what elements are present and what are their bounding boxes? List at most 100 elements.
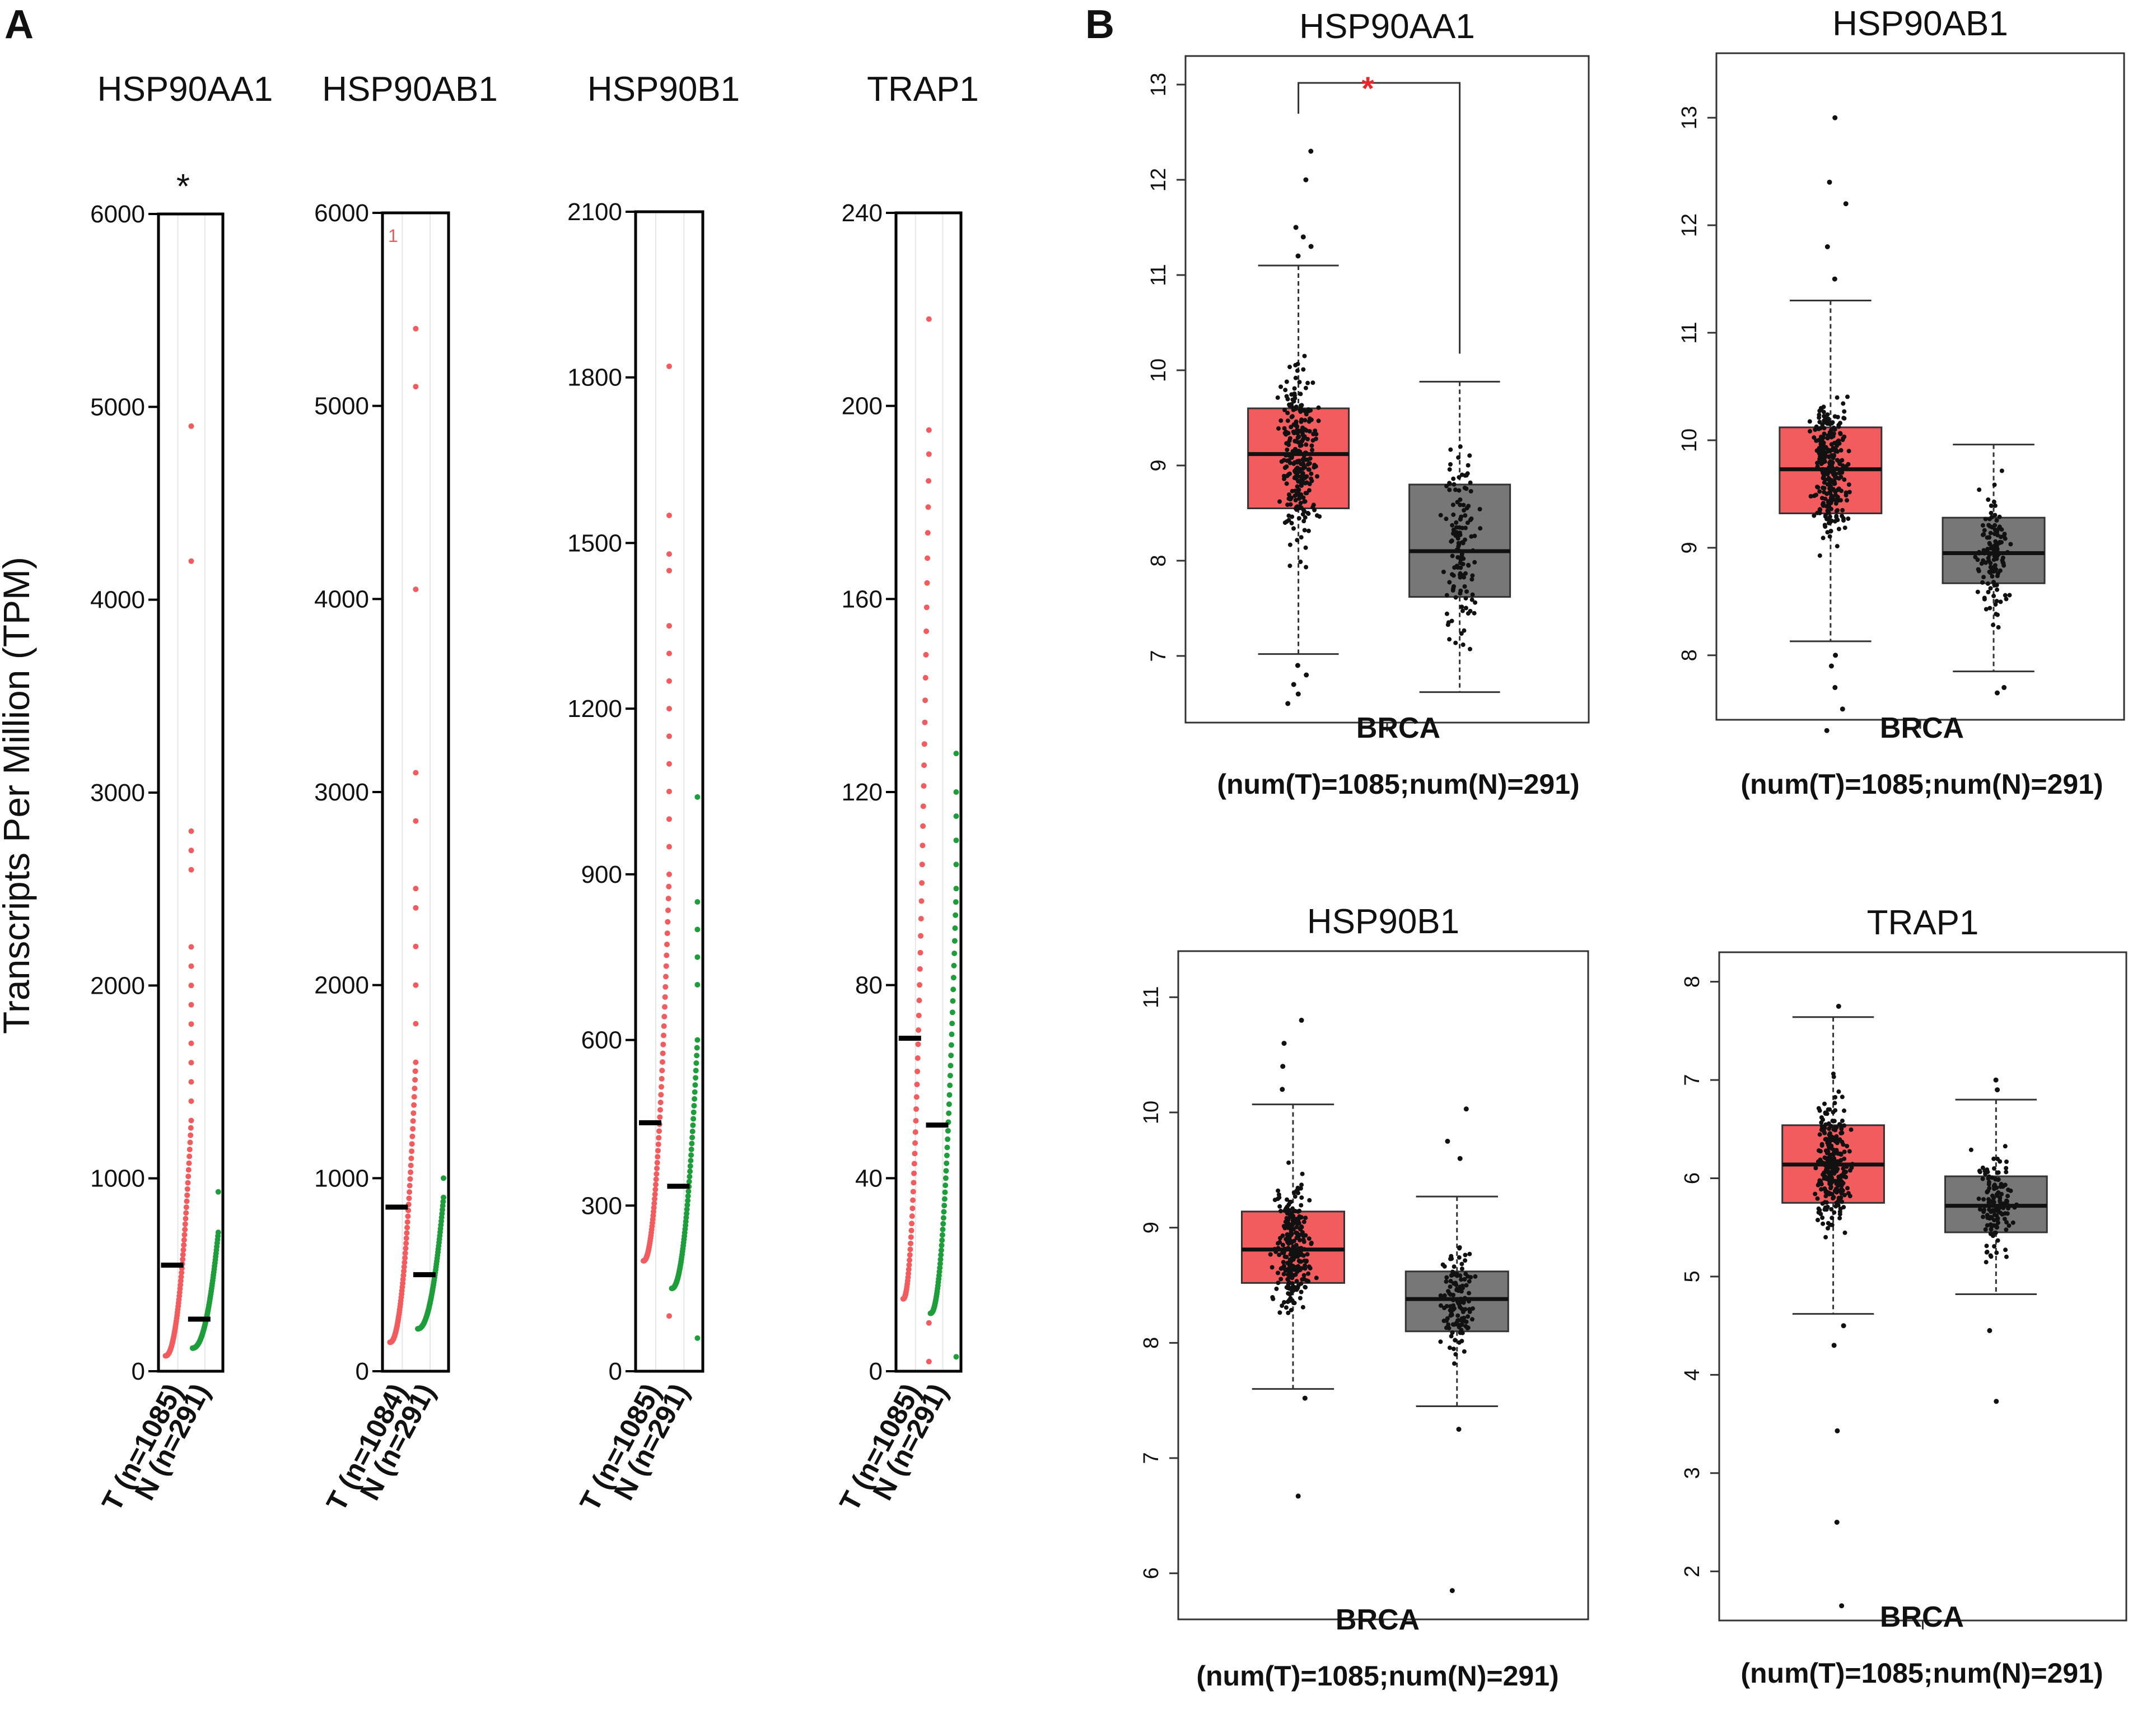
jitter-point	[1284, 464, 1289, 469]
dot	[651, 1209, 656, 1215]
dot	[407, 1176, 413, 1182]
outlier-dot	[694, 899, 701, 905]
jitter-point	[1442, 1293, 1447, 1298]
jitter-point	[1987, 535, 1991, 540]
dot	[912, 1151, 918, 1157]
jitter-point	[1469, 534, 1474, 539]
jitter-point	[1313, 429, 1318, 433]
jitter-point	[1472, 533, 1477, 538]
y-tick-label: 8	[1681, 976, 1704, 988]
jitter-point	[1451, 1303, 1456, 1308]
y-tick-label: 40	[855, 1165, 883, 1192]
jitter-point	[1286, 1160, 1291, 1165]
jitter-point	[1459, 604, 1464, 609]
jitter-point	[1287, 542, 1292, 547]
dot	[942, 1182, 949, 1189]
sample-count-label: (num(T)=1085;num(N)=291)	[1740, 769, 2103, 800]
jitter-point	[2005, 1194, 2010, 1199]
y-tick-label: 4	[1681, 1369, 1704, 1381]
jitter-point	[1994, 1192, 1999, 1197]
jitter-point	[1285, 1197, 1289, 1202]
jitter-point	[1293, 497, 1298, 502]
jitter-point	[1824, 491, 1830, 496]
jitter-point	[1283, 1207, 1288, 1212]
jitter-point	[1814, 438, 1819, 443]
jitter-point	[1836, 1188, 1841, 1193]
dot	[441, 1194, 446, 1200]
y-tick-label: 9	[1678, 542, 1701, 553]
jitter-point	[1470, 1306, 1475, 1311]
jitter-point	[1438, 513, 1443, 518]
dot	[920, 803, 926, 809]
dot	[922, 675, 928, 681]
jitter-point	[1840, 463, 1845, 468]
jitter-point	[1458, 565, 1463, 570]
outlier-dot	[926, 427, 932, 433]
dot	[919, 862, 925, 868]
jitter-point	[1310, 380, 1315, 385]
jitter-point	[1276, 426, 1281, 431]
jitter-point	[1314, 1275, 1319, 1280]
jitter-point	[1467, 453, 1472, 458]
dot	[186, 1160, 192, 1166]
jitter-point	[1460, 1310, 1466, 1314]
dot	[665, 919, 671, 925]
jitter-point	[1292, 386, 1297, 391]
jitter-point	[1306, 528, 1311, 533]
jitter-point	[1992, 482, 1997, 487]
jitter-point	[1835, 395, 1840, 400]
plot-frame	[1177, 950, 1589, 1620]
jitter-point	[1986, 497, 1991, 502]
dot	[921, 741, 927, 747]
dot	[409, 1133, 416, 1139]
jitter-point	[1466, 463, 1471, 468]
dot	[186, 1147, 193, 1153]
jitter-point	[1840, 507, 1845, 513]
outlier-point	[1308, 148, 1314, 154]
jitter-point	[1814, 424, 1819, 429]
outlier-point	[1295, 253, 1301, 259]
jitter-point	[1845, 394, 1850, 399]
jitter-point	[1981, 532, 1985, 537]
dot	[950, 986, 956, 993]
jitter-point	[1999, 1182, 2004, 1186]
jitter-point	[1991, 1209, 1996, 1213]
jitter-point	[1849, 1165, 1854, 1170]
jitter-point	[1458, 1287, 1463, 1292]
jitter-point	[1830, 1216, 1835, 1221]
jitter-point	[1463, 1258, 1468, 1263]
jitter-point	[1983, 560, 1988, 565]
jitter-point	[1472, 560, 1477, 565]
jitter-point	[1837, 1216, 1842, 1221]
dot	[665, 896, 671, 902]
outlier-dot	[215, 1189, 221, 1195]
dot	[908, 1227, 914, 1233]
jitter-point	[1289, 495, 1294, 500]
x-category-label: BRCA	[1880, 1601, 1964, 1633]
dot	[657, 1114, 663, 1120]
jitter-point	[1830, 1119, 1835, 1123]
dot	[188, 1117, 194, 1124]
jitter-point	[1463, 525, 1468, 530]
dot	[408, 1162, 414, 1168]
dot	[923, 604, 930, 611]
jitter-point	[1306, 511, 1311, 516]
sample-count-label: (num(T)=1085;num(N)=291)	[1740, 1657, 2103, 1689]
jitter-point	[1846, 482, 1851, 487]
dot	[911, 1180, 917, 1186]
y-tick-label: 5000	[90, 393, 145, 421]
jitter-point	[1986, 1200, 1991, 1205]
jitter-point	[1455, 1313, 1460, 1318]
jitter-point	[1296, 458, 1301, 463]
y-tick-label: 7	[1681, 1074, 1704, 1086]
dot	[664, 952, 670, 958]
dot	[693, 1068, 699, 1074]
jitter-point	[1283, 388, 1288, 393]
outlier-point	[1449, 1588, 1455, 1594]
jitter-point	[1454, 1287, 1459, 1292]
jitter-point	[1299, 1224, 1304, 1229]
jitter-point	[2004, 1159, 2009, 1164]
dot	[411, 1102, 417, 1108]
dot	[656, 1135, 662, 1141]
jitter-point	[1298, 1250, 1303, 1255]
